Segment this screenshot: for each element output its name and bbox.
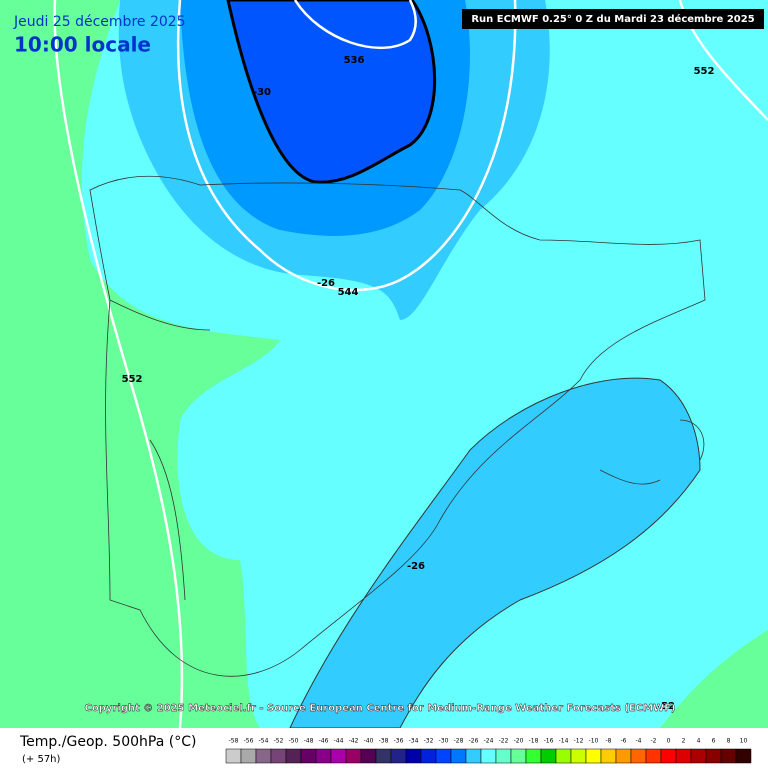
scale-swatch bbox=[225, 748, 242, 764]
contour-label: -26 bbox=[317, 278, 335, 289]
scale-label: 8 bbox=[727, 738, 731, 745]
footer-title: Temp./Geop. 500hPa (°C) bbox=[19, 734, 196, 750]
scale-swatch bbox=[345, 748, 362, 764]
scale-swatch bbox=[240, 748, 257, 764]
scale-label: -8 bbox=[606, 738, 612, 745]
scale-swatch bbox=[555, 748, 572, 764]
scale-label: -52 bbox=[274, 738, 284, 745]
scale-label: -20 bbox=[514, 738, 524, 745]
scale-label: -30 bbox=[439, 738, 449, 745]
scale-label: -58 bbox=[229, 738, 239, 745]
scale-swatch bbox=[675, 748, 692, 764]
contour-label: -26 bbox=[407, 561, 425, 572]
contour-label: 544 bbox=[338, 287, 359, 298]
scale-label: -14 bbox=[559, 738, 569, 745]
scale-swatch bbox=[465, 748, 482, 764]
scale-swatch bbox=[270, 748, 287, 764]
scale-swatch bbox=[525, 748, 542, 764]
scale-swatch bbox=[450, 748, 467, 764]
scale-swatch bbox=[645, 748, 662, 764]
scale-swatch bbox=[735, 748, 752, 764]
isoline bbox=[53, 0, 184, 729]
scale-label: -12 bbox=[574, 738, 584, 745]
scale-label: -56 bbox=[244, 738, 254, 745]
scale-swatch bbox=[360, 748, 377, 764]
scale-label: -54 bbox=[259, 738, 269, 745]
scale-label: -10 bbox=[589, 738, 599, 745]
green-zone bbox=[0, 0, 280, 728]
scale-swatch bbox=[480, 748, 497, 764]
scale-label: -48 bbox=[304, 738, 314, 745]
scale-swatch bbox=[690, 748, 707, 764]
island bbox=[599, 419, 705, 485]
coastline bbox=[89, 175, 706, 677]
contour-label: 536 bbox=[344, 55, 365, 66]
contour-label: -30 bbox=[253, 87, 271, 98]
scale-label: -16 bbox=[544, 738, 554, 745]
scale-label: 2 bbox=[682, 738, 686, 745]
blue-zone bbox=[289, 377, 701, 729]
date: Jeudi 25 décembre 2025 bbox=[13, 14, 186, 30]
border bbox=[109, 299, 211, 601]
scale-label: -4 bbox=[636, 738, 642, 745]
scale-swatch bbox=[510, 748, 527, 764]
copyright: Copyright © 2025 Meteociel.fr - Source E… bbox=[85, 703, 676, 714]
scale-swatch bbox=[315, 748, 332, 764]
contour-label: 552 bbox=[122, 374, 143, 385]
isoline bbox=[293, 0, 417, 49]
scale-swatch bbox=[390, 748, 407, 764]
scale-swatch bbox=[495, 748, 512, 764]
scale-swatch bbox=[630, 748, 647, 764]
scale-label: -26 bbox=[469, 738, 479, 745]
scale-swatch bbox=[420, 748, 437, 764]
scale-label: -32 bbox=[424, 738, 434, 745]
scale-swatch bbox=[705, 748, 722, 764]
scale-swatch bbox=[375, 748, 392, 764]
scale-swatch bbox=[720, 748, 737, 764]
scale-swatch bbox=[285, 748, 302, 764]
scale-label: -28 bbox=[454, 738, 464, 745]
scale-label: -18 bbox=[529, 738, 539, 745]
scale-swatch bbox=[600, 748, 617, 764]
scale-label: 6 bbox=[712, 738, 716, 745]
scale-label: -36 bbox=[394, 738, 404, 745]
run-box bbox=[462, 9, 764, 29]
scale-label: -38 bbox=[379, 738, 389, 745]
scale-swatch bbox=[615, 748, 632, 764]
contour-label: 52 bbox=[661, 701, 675, 712]
scale-swatch bbox=[585, 748, 602, 764]
scale-label: -42 bbox=[349, 738, 359, 745]
scale-label: -6 bbox=[621, 738, 627, 745]
scale-label: -2 bbox=[651, 738, 657, 745]
green-zone bbox=[660, 630, 768, 728]
scale-label: -22 bbox=[499, 738, 509, 745]
contour-label: 552 bbox=[694, 66, 715, 77]
blue-zone bbox=[226, 0, 437, 184]
scale-swatch bbox=[300, 748, 317, 764]
scale-swatch bbox=[540, 748, 557, 764]
scale-swatch bbox=[405, 748, 422, 764]
scale-label: 4 bbox=[697, 738, 701, 745]
isoline bbox=[176, 0, 517, 292]
local-time: 10:00 locale bbox=[14, 33, 151, 57]
scale-swatch bbox=[570, 748, 587, 764]
scale-label: -50 bbox=[289, 738, 299, 745]
lead-time: (+ 57h) bbox=[22, 754, 61, 765]
scale-label: -40 bbox=[364, 738, 374, 745]
run-info: Run ECMWF 0.25° 0 Z du Mardi 23 décembre… bbox=[471, 13, 754, 25]
scale-label: 10 bbox=[740, 738, 748, 745]
scale-label: -34 bbox=[409, 738, 419, 745]
scale-swatch bbox=[255, 748, 272, 764]
scale-label: 0 bbox=[667, 738, 671, 745]
scale-label: -44 bbox=[334, 738, 344, 745]
scale-swatch bbox=[435, 748, 452, 764]
scale-label: -24 bbox=[484, 738, 494, 745]
scale-label: -46 bbox=[319, 738, 329, 745]
scale-swatch bbox=[330, 748, 347, 764]
scale-swatch bbox=[660, 748, 677, 764]
